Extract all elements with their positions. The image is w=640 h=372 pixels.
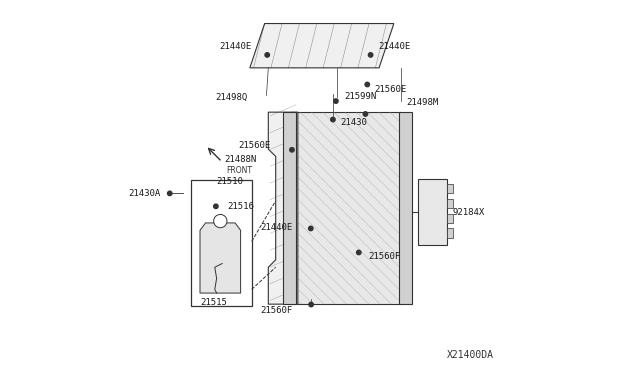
Circle shape <box>214 214 227 228</box>
Circle shape <box>265 53 269 57</box>
Text: 21440E: 21440E <box>220 42 252 51</box>
Text: 21440E: 21440E <box>378 42 411 51</box>
Text: 21430A: 21430A <box>128 189 161 198</box>
Text: X21400DA: X21400DA <box>447 350 493 359</box>
Text: 21498M: 21498M <box>407 99 439 108</box>
Text: 21488N: 21488N <box>224 155 257 164</box>
Bar <box>447 228 453 238</box>
Circle shape <box>290 148 294 152</box>
Circle shape <box>365 82 369 87</box>
Circle shape <box>333 99 338 103</box>
Circle shape <box>369 53 372 57</box>
Circle shape <box>214 204 218 209</box>
Text: 21440E: 21440E <box>260 223 292 232</box>
Text: 21560F: 21560F <box>368 251 400 261</box>
Bar <box>447 214 453 223</box>
Circle shape <box>331 117 335 122</box>
Text: 21510: 21510 <box>216 177 243 186</box>
Text: 21498Q: 21498Q <box>216 93 248 102</box>
Bar <box>447 199 453 208</box>
Circle shape <box>309 302 314 307</box>
Bar <box>447 184 453 193</box>
Text: 21430: 21430 <box>340 118 367 127</box>
Text: 21560F: 21560F <box>260 306 292 315</box>
Circle shape <box>356 250 361 255</box>
Bar <box>283 112 296 304</box>
Bar <box>418 179 447 245</box>
Bar <box>291 112 401 304</box>
Bar <box>399 112 412 304</box>
Text: 21599N: 21599N <box>344 92 376 101</box>
Bar <box>191 180 252 306</box>
Text: FRONT: FRONT <box>226 166 252 175</box>
Text: 92184X: 92184X <box>453 208 485 217</box>
Text: 21560E: 21560E <box>238 141 270 150</box>
Text: 21515: 21515 <box>200 298 227 307</box>
Polygon shape <box>200 223 241 293</box>
Circle shape <box>308 226 313 231</box>
Text: 21516: 21516 <box>227 202 254 211</box>
Polygon shape <box>250 23 394 68</box>
Polygon shape <box>268 112 298 304</box>
Text: 21560E: 21560E <box>374 85 407 94</box>
Circle shape <box>363 112 367 116</box>
Circle shape <box>168 191 172 196</box>
